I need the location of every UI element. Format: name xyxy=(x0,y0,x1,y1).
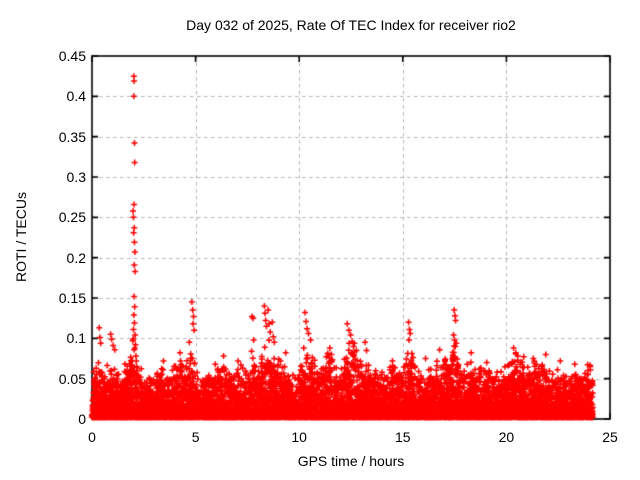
y-tick-label: 0.1 xyxy=(66,330,86,347)
y-tick-label: 0.4 xyxy=(66,88,86,105)
x-tick-label: 10 xyxy=(291,429,307,445)
y-tick-label: 0.2 xyxy=(66,249,86,266)
x-tick-label: 20 xyxy=(498,429,515,445)
y-tick-label: 0.3 xyxy=(66,169,86,185)
x-tick-label: 25 xyxy=(602,429,618,445)
y-tick-label: 0 xyxy=(78,411,86,427)
y-tick-label: 0.25 xyxy=(58,209,86,226)
chart-title: Day 032 of 2025, Rate Of TEC Index for r… xyxy=(186,17,516,33)
y-tick-label: 0.05 xyxy=(58,370,86,387)
x-tick-label: 0 xyxy=(88,429,96,445)
x-tick-label: 5 xyxy=(191,429,200,445)
y-tick-label: 0.45 xyxy=(58,48,86,64)
y-tick-label: 0.15 xyxy=(58,290,86,306)
y-axis-label: ROTI / TECUs xyxy=(13,192,29,282)
x-tick-label: 15 xyxy=(395,429,411,445)
y-tick-label: 0.35 xyxy=(58,128,86,145)
x-axis-label: GPS time / hours xyxy=(297,453,405,469)
